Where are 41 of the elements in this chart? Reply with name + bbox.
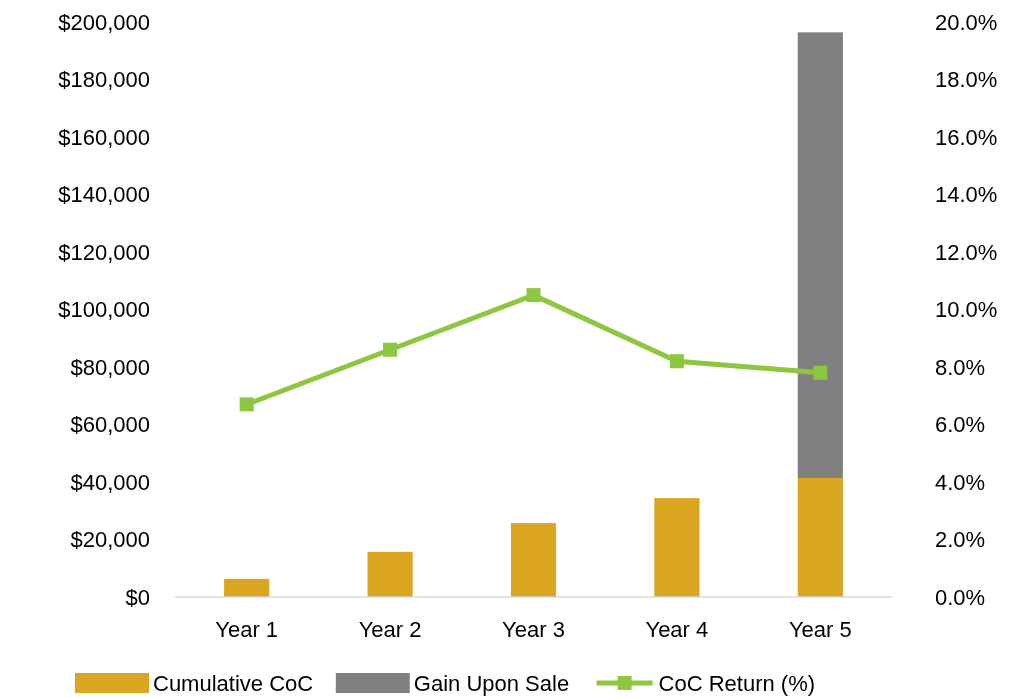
y2-tick-label: 2.0% [935,527,986,553]
point [813,365,828,380]
y2-tick-label: 18.0% [935,67,998,93]
x-tick-label: Year 4 [645,617,709,642]
y-tick-label: $180,000 [58,67,150,93]
y2-tick-label: 14.0% [935,182,998,208]
point [669,354,684,369]
y2-tick-label: 4.0% [935,469,986,495]
bar [797,477,843,597]
legend-label: CoC Return (%) [658,670,816,696]
bar [510,523,557,597]
bar [797,32,843,478]
x-tick-label: Year 2 [358,617,422,642]
bar [224,578,270,597]
x-tick-label: Year 5 [788,617,852,642]
y2-tick-label: 10.0% [935,297,998,323]
y-tick-label: $40,000 [70,469,150,495]
y-tick-label: $140,000 [58,182,150,208]
y-tick-label: $120,000 [58,239,150,265]
point [526,288,541,303]
y2-tick-label: 6.0% [935,412,986,438]
bar [367,551,413,597]
point [383,342,398,357]
y-tick-label: $100,000 [58,297,150,323]
y-tick-label: $80,000 [70,354,150,380]
y-tick-label: $60,000 [70,412,150,438]
bar [654,498,700,597]
point [239,397,254,412]
y-tick-label: $160,000 [58,124,150,150]
x-tick-label: Year 3 [502,617,565,642]
y2-tick-label: 12.0% [935,239,998,265]
y-tick-label: $20,000 [70,527,150,553]
legend-label: Gain Upon Sale [413,670,570,696]
x-tick-label: Year 1 [215,617,279,642]
y-tick-label: $200,000 [58,9,150,35]
y2-tick-label: 0.0% [935,584,986,610]
y-tick-label: $0 [125,584,150,610]
y2-tick-label: 8.0% [935,354,986,380]
y2-tick-label: 20.0% [935,9,998,35]
legend-label: Cumulative CoC [153,670,314,696]
y2-tick-label: 16.0% [935,124,998,150]
